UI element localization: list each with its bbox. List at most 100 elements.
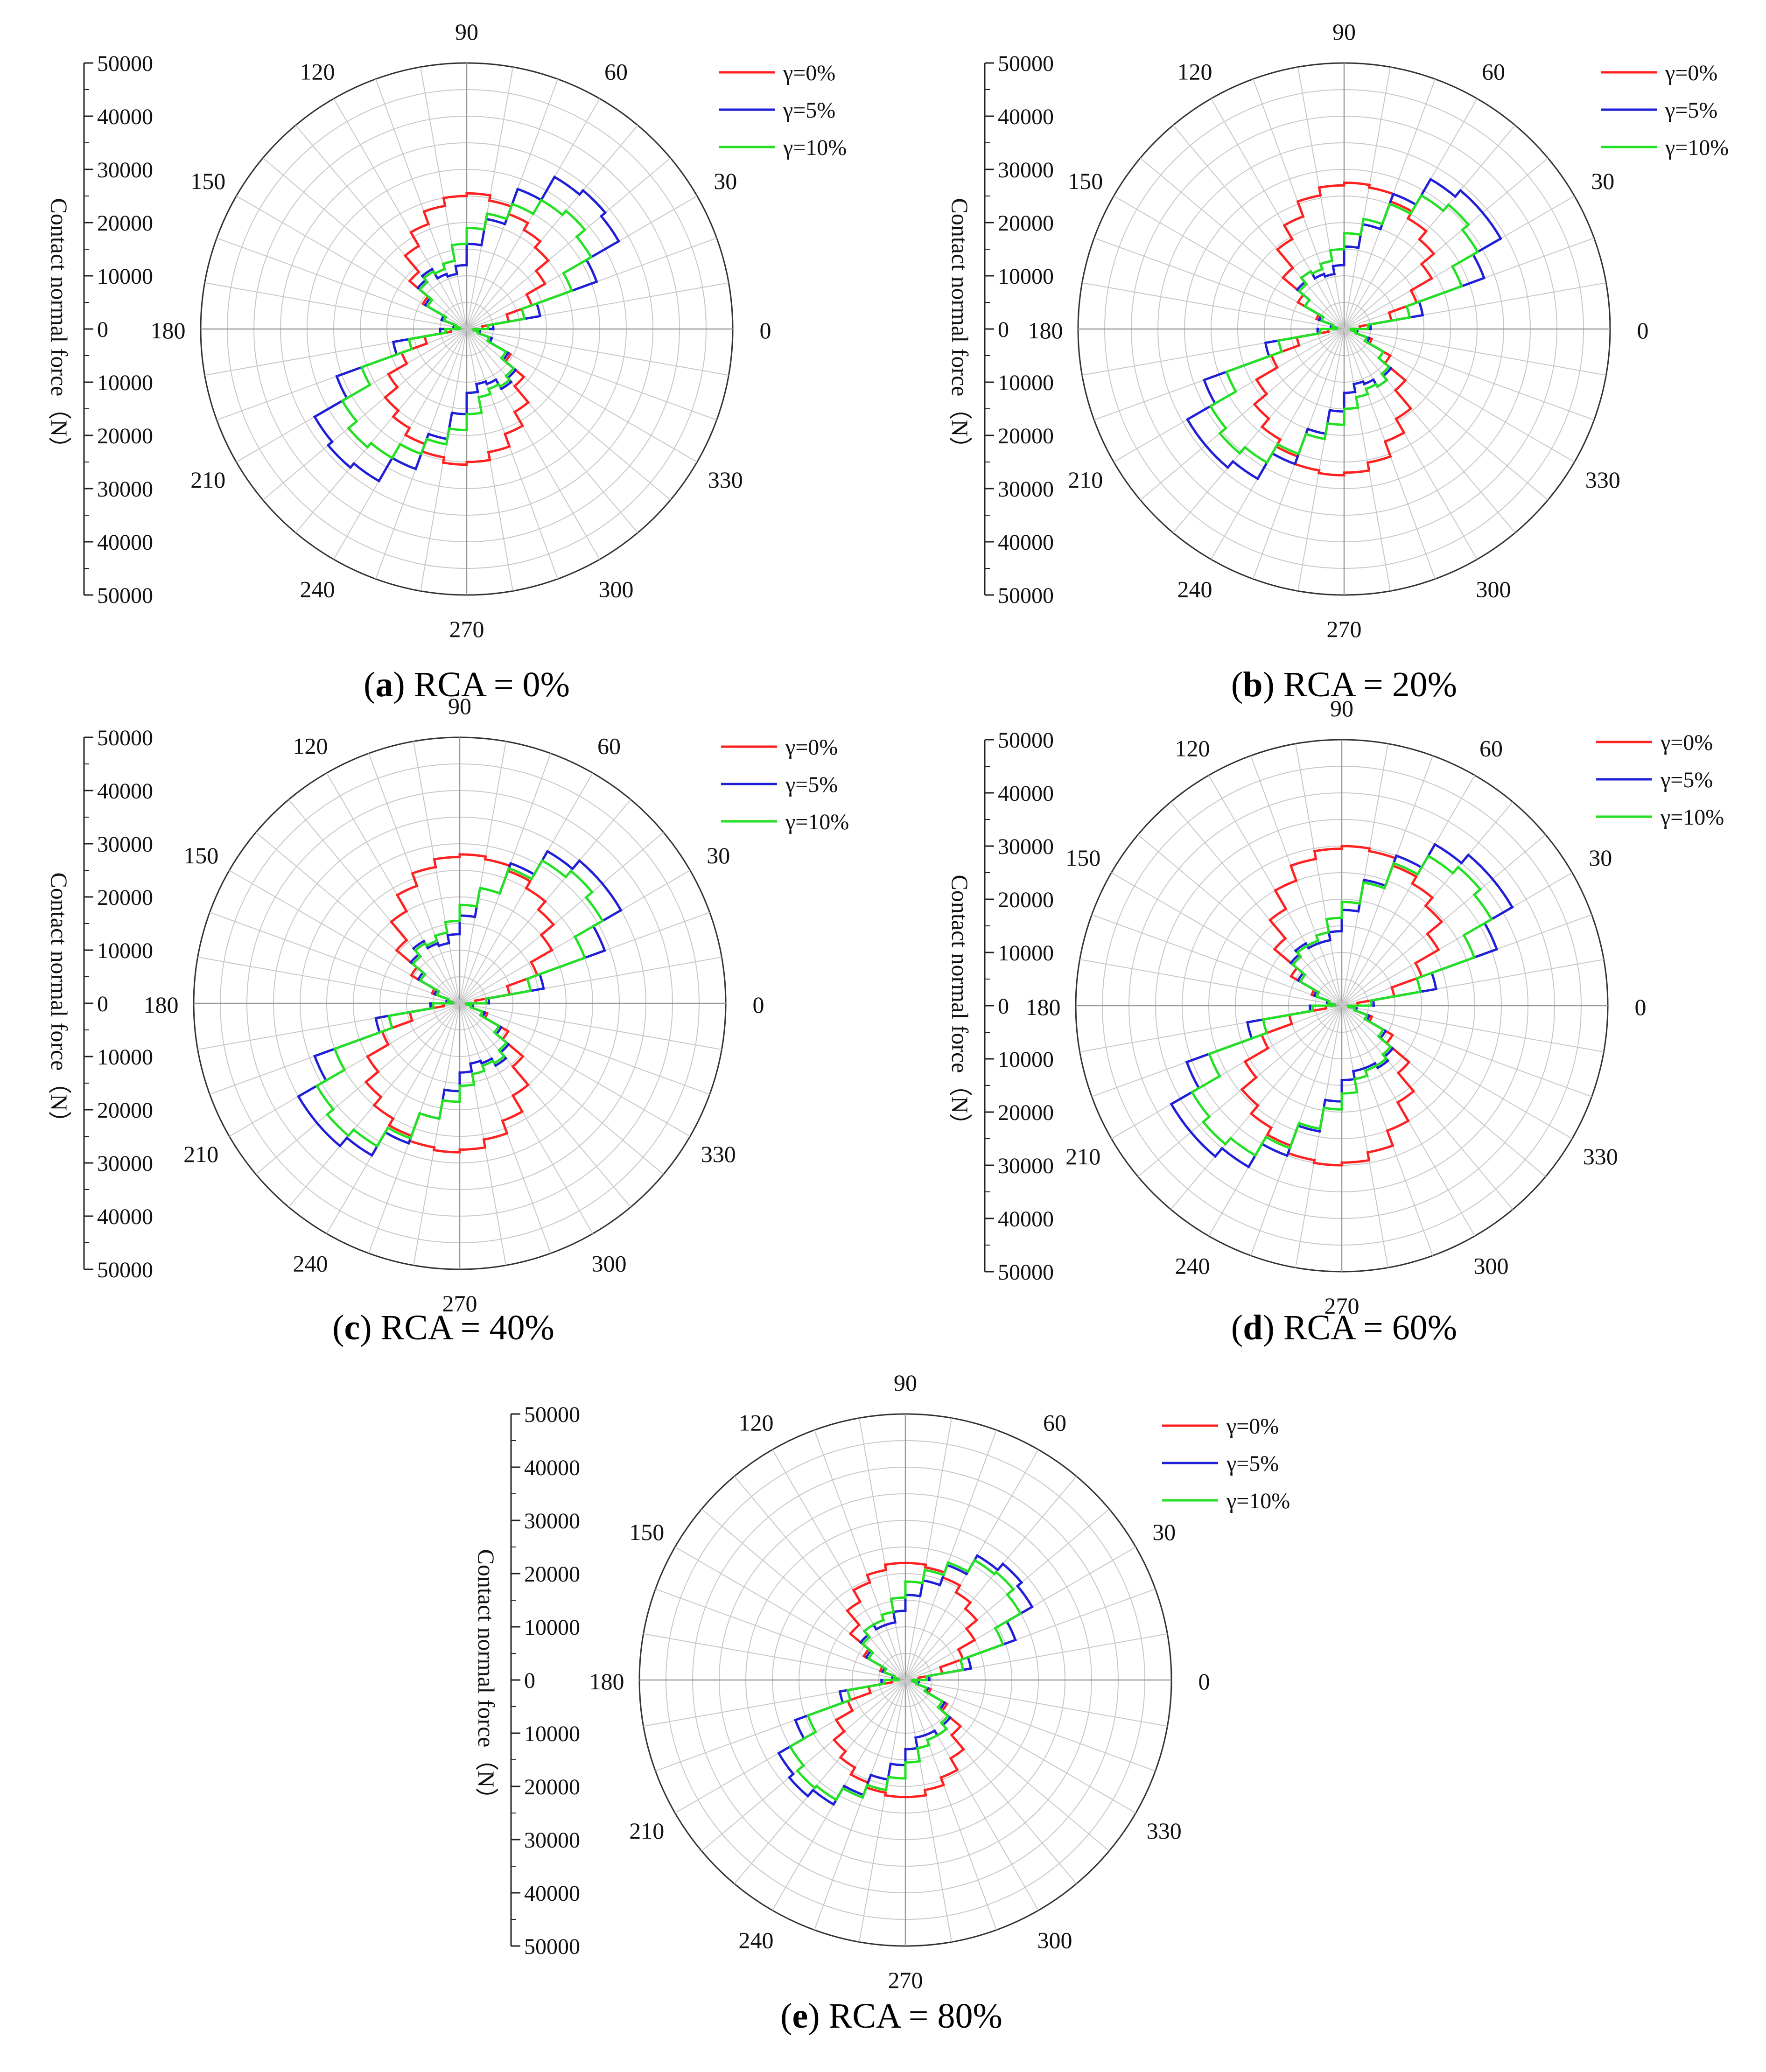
grid-spoke bbox=[466, 329, 671, 501]
radial-tick-label: 50000 bbox=[524, 1934, 580, 1959]
radial-tick-label: 40000 bbox=[998, 530, 1054, 555]
grid-spoke bbox=[814, 1680, 906, 1930]
radial-tick-label: 30000 bbox=[998, 477, 1054, 502]
radial-tick-label: 20000 bbox=[97, 424, 153, 448]
angle-label-120: 120 bbox=[739, 1410, 774, 1436]
grid-spoke bbox=[1344, 329, 1606, 376]
angle-label-60: 60 bbox=[1043, 1410, 1066, 1436]
radial-tick-label: 50000 bbox=[97, 1258, 153, 1282]
grid-spoke bbox=[255, 832, 460, 1004]
grid-spoke bbox=[905, 1680, 1156, 1771]
angle-label-180: 180 bbox=[589, 1668, 624, 1694]
grid-spoke bbox=[459, 741, 506, 1004]
grid-spoke bbox=[1341, 1005, 1604, 1052]
legend-label-1: γ=5% bbox=[783, 98, 835, 123]
angle-label-150: 150 bbox=[190, 168, 225, 194]
legend-label-1: γ=5% bbox=[785, 772, 838, 797]
grid-spoke bbox=[905, 1680, 1168, 1727]
grid-spoke bbox=[905, 1680, 952, 1942]
radial-tick-label: 20000 bbox=[998, 211, 1054, 236]
grid-spoke bbox=[1344, 329, 1391, 591]
grid-spoke bbox=[262, 329, 467, 501]
legend-label-2: γ=10% bbox=[1226, 1489, 1290, 1513]
radial-tick-label: 20000 bbox=[998, 1100, 1054, 1125]
series-2-rose bbox=[788, 1558, 1023, 1802]
grid-spoke bbox=[459, 1003, 593, 1234]
grid-spoke bbox=[1341, 1005, 1592, 1097]
caption-e: (e) RCA = 80% bbox=[780, 1996, 1002, 2036]
angle-label-90: 90 bbox=[894, 1370, 917, 1396]
angle-label-120: 120 bbox=[1177, 59, 1212, 85]
radial-tick-label: 50000 bbox=[97, 726, 153, 750]
angle-label-180: 180 bbox=[1028, 317, 1063, 343]
grid-spoke bbox=[413, 1003, 460, 1266]
grid-spoke bbox=[262, 157, 467, 329]
radial-tick-label: 10000 bbox=[97, 371, 153, 395]
grid-spoke bbox=[1295, 1005, 1342, 1268]
legend-label-0: γ=0% bbox=[1226, 1414, 1279, 1439]
radial-tick-label: 0 bbox=[998, 317, 1009, 342]
y-axis-label: Contact normal force（N） bbox=[473, 1549, 499, 1811]
angle-label-0: 0 bbox=[1198, 1668, 1210, 1694]
angle-label-240: 240 bbox=[739, 1927, 774, 1953]
grid-spoke bbox=[859, 1680, 906, 1942]
legend-label-0: γ=0% bbox=[785, 735, 838, 760]
angle-label-270: 270 bbox=[449, 616, 484, 642]
radial-tick-label: 10000 bbox=[998, 264, 1054, 289]
grid-spoke bbox=[459, 1003, 710, 1095]
radial-tick-label: 50000 bbox=[998, 1260, 1054, 1285]
grid-spoke bbox=[1137, 1005, 1342, 1177]
grid-spoke bbox=[814, 1430, 906, 1680]
legend-label-0: γ=0% bbox=[1665, 61, 1717, 85]
grid-spoke bbox=[734, 1680, 906, 1884]
series-1-rose bbox=[1170, 843, 1514, 1169]
angle-label-0: 0 bbox=[1635, 994, 1647, 1020]
grid-spoke bbox=[459, 1003, 506, 1266]
series-1-rose bbox=[297, 849, 623, 1157]
grid-spoke bbox=[1341, 834, 1546, 1006]
angle-label-330: 330 bbox=[1147, 1818, 1182, 1844]
grid-spoke bbox=[295, 125, 467, 329]
grid-spoke bbox=[905, 1680, 1077, 1884]
grid-spoke bbox=[1137, 834, 1342, 1006]
y-axis-label: Contact normal force（N） bbox=[947, 198, 973, 460]
angle-label-270: 270 bbox=[1324, 1293, 1360, 1319]
grid-spoke bbox=[1208, 1005, 1342, 1237]
grid-spoke bbox=[905, 1430, 997, 1680]
polar-chart-d: 0 30 60 90 120 150 180 210 240 270 300 330 50000 4000… bbox=[947, 695, 1724, 1319]
radial-tick-label: 10000 bbox=[524, 1615, 580, 1640]
grid-spoke bbox=[1344, 157, 1549, 329]
radial-tick-label: 50000 bbox=[998, 51, 1054, 76]
grid-spoke bbox=[1140, 157, 1345, 329]
radial-tick-label: 0 bbox=[97, 317, 108, 342]
grid-spoke bbox=[1341, 775, 1475, 1006]
grid-spoke bbox=[1170, 801, 1342, 1006]
grid-spoke bbox=[466, 157, 671, 329]
radial-tick-label: 20000 bbox=[524, 1562, 580, 1587]
grid-spoke bbox=[905, 1680, 1039, 1911]
legend-label-1: γ=5% bbox=[1660, 768, 1713, 792]
radial-tick-label: 10000 bbox=[998, 1047, 1054, 1072]
radial-tick-label: 50000 bbox=[97, 583, 153, 608]
angle-label-270: 270 bbox=[442, 1290, 477, 1316]
radial-tick-label: 40000 bbox=[97, 779, 153, 804]
legend-label-2: γ=10% bbox=[1660, 805, 1724, 830]
grid-spoke bbox=[288, 799, 460, 1004]
grid-spoke bbox=[204, 282, 467, 329]
grid-spoke bbox=[466, 125, 638, 329]
grid-spoke bbox=[295, 329, 467, 533]
angle-label-300: 300 bbox=[599, 576, 634, 602]
angle-label-270: 270 bbox=[1327, 616, 1362, 642]
grid-spoke bbox=[1344, 125, 1516, 329]
grid-spoke bbox=[413, 741, 460, 1004]
radial-tick-label: 40000 bbox=[524, 1456, 580, 1480]
radial-tick-label: 30000 bbox=[97, 477, 153, 502]
grid-spoke bbox=[1094, 238, 1345, 329]
radial-tick-label: 0 bbox=[524, 1668, 535, 1693]
radial-tick-label: 20000 bbox=[998, 424, 1054, 448]
grid-spoke bbox=[1344, 67, 1391, 329]
legend-label-2: γ=10% bbox=[785, 810, 849, 834]
angle-label-180: 180 bbox=[144, 992, 179, 1018]
grid-spoke bbox=[1172, 125, 1345, 329]
